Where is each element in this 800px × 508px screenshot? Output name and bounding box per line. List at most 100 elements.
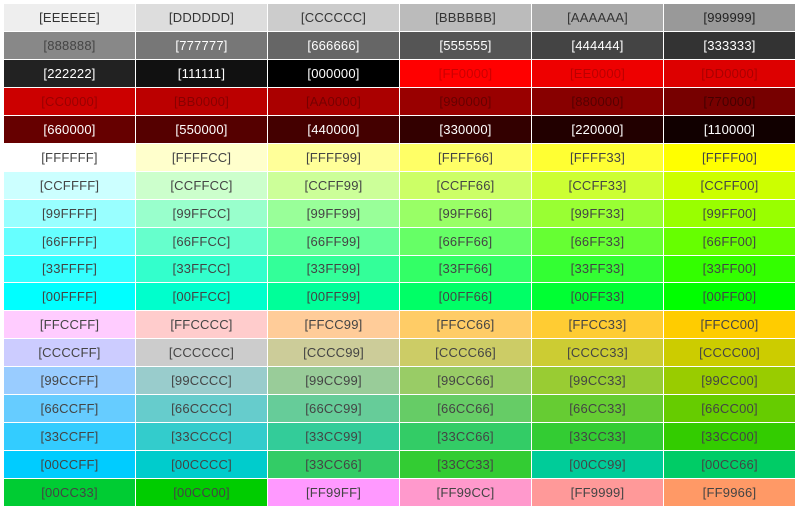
color-swatch: [FFCC99]: [268, 311, 399, 339]
color-swatch: [99CCCC]: [136, 367, 267, 395]
color-swatch: [99FFCC]: [136, 199, 267, 227]
color-swatch: [00CC00]: [136, 479, 267, 506]
color-swatch: [CCCC00]: [664, 339, 795, 367]
color-swatch: [66FF66]: [400, 227, 531, 255]
color-swatch: [FFFFCC]: [136, 143, 267, 171]
color-swatch: [FFFF66]: [400, 143, 531, 171]
color-swatch: [99FF00]: [664, 199, 795, 227]
color-swatch: [DD0000]: [664, 59, 795, 87]
color-swatch: [BB0000]: [136, 87, 267, 115]
color-swatch: [CCFF99]: [268, 171, 399, 199]
color-swatch: [CC0000]: [4, 87, 135, 115]
color-swatch: [660000]: [4, 115, 135, 143]
color-swatch: [FFCC00]: [664, 311, 795, 339]
color-swatch: [888888]: [4, 31, 135, 59]
color-swatch: [33CCFF]: [4, 423, 135, 451]
color-swatch: [333333]: [664, 31, 795, 59]
color-swatch: [66CCFF]: [4, 395, 135, 423]
color-swatch: [111111]: [136, 59, 267, 87]
color-swatch: [33CC00]: [664, 423, 795, 451]
color-swatch: [000000]: [268, 59, 399, 87]
color-swatch: [CCFFCC]: [136, 171, 267, 199]
color-swatch: [777777]: [136, 31, 267, 59]
color-swatch: [FF99CC]: [400, 479, 531, 506]
color-swatch: [00FF99]: [268, 283, 399, 311]
color-swatch: [99CC33]: [532, 367, 663, 395]
color-swatch: [770000]: [664, 87, 795, 115]
color-swatch: [00CCFF]: [4, 451, 135, 479]
color-swatch: [CCCC66]: [400, 339, 531, 367]
color-swatch: [66CC33]: [532, 395, 663, 423]
color-swatch: [AAAAAA]: [532, 4, 663, 31]
color-swatch: [00CC99]: [532, 451, 663, 479]
color-palette-grid: [EEEEEE] [DDDDDD] [CCCCCC] [BBBBBB] [AAAAAA]…: [4, 4, 795, 506]
color-swatch: [AA0000]: [268, 87, 399, 115]
color-swatch: [33CC99]: [268, 423, 399, 451]
color-swatch: [33FF33]: [532, 255, 663, 283]
color-swatch: [00FF33]: [532, 283, 663, 311]
color-swatch: [220000]: [532, 115, 663, 143]
color-swatch: [99CCFF]: [4, 367, 135, 395]
color-swatch: [CCCCCC]: [136, 339, 267, 367]
color-swatch: [33CC33]: [532, 423, 663, 451]
color-swatch: [00FF66]: [400, 283, 531, 311]
color-swatch: [CCCC33]: [532, 339, 663, 367]
color-swatch: [DDDDDD]: [136, 4, 267, 31]
color-swatch: [00FFFF]: [4, 283, 135, 311]
color-swatch: [CCCCFF]: [4, 339, 135, 367]
color-swatch: [99CC00]: [664, 367, 795, 395]
color-swatch: [33FF00]: [664, 255, 795, 283]
color-swatch: [BBBBBB]: [400, 4, 531, 31]
color-swatch: [66FF00]: [664, 227, 795, 255]
color-swatch: [CCCC99]: [268, 339, 399, 367]
color-swatch: [00CC33]: [4, 479, 135, 506]
color-swatch: [444444]: [532, 31, 663, 59]
color-swatch: [FFCCCC]: [136, 311, 267, 339]
color-swatch: [33CC66]: [268, 451, 399, 479]
color-swatch: [880000]: [532, 87, 663, 115]
color-swatch: [110000]: [664, 115, 795, 143]
color-swatch: [66CC99]: [268, 395, 399, 423]
color-swatch: [EE0000]: [532, 59, 663, 87]
color-swatch: [99FFFF]: [4, 199, 135, 227]
color-swatch: [33FFFF]: [4, 255, 135, 283]
color-swatch: [99FF33]: [532, 199, 663, 227]
color-swatch: [CCFF66]: [400, 171, 531, 199]
color-swatch: [FF0000]: [400, 59, 531, 87]
color-swatch: [FFFF33]: [532, 143, 663, 171]
color-swatch: [66CC00]: [664, 395, 795, 423]
color-swatch: [CCCCCC]: [268, 4, 399, 31]
color-swatch: [99FF99]: [268, 199, 399, 227]
color-swatch: [66FF33]: [532, 227, 663, 255]
color-swatch: [CCFFFF]: [4, 171, 135, 199]
color-swatch: [222222]: [4, 59, 135, 87]
color-swatch: [66CC66]: [400, 395, 531, 423]
color-swatch: [33CCCC]: [136, 423, 267, 451]
color-swatch: [EEEEEE]: [4, 4, 135, 31]
color-swatch: [FFCC66]: [400, 311, 531, 339]
color-swatch: [00CC66]: [664, 451, 795, 479]
color-swatch: [33CC33]: [400, 451, 531, 479]
color-swatch: [33FF99]: [268, 255, 399, 283]
color-swatch: [00FF00]: [664, 283, 795, 311]
color-swatch: [FFCC33]: [532, 311, 663, 339]
color-swatch: [33CC66]: [400, 423, 531, 451]
color-swatch: [FFFF99]: [268, 143, 399, 171]
color-swatch: [00FFCC]: [136, 283, 267, 311]
color-swatch: [FFFF00]: [664, 143, 795, 171]
color-swatch: [990000]: [400, 87, 531, 115]
color-swatch: [FF99FF]: [268, 479, 399, 506]
color-swatch: [99CC66]: [400, 367, 531, 395]
color-swatch: [FFFFFF]: [4, 143, 135, 171]
color-swatch: [555555]: [400, 31, 531, 59]
color-swatch: [66FF99]: [268, 227, 399, 255]
color-swatch: [666666]: [268, 31, 399, 59]
color-swatch: [CCFF33]: [532, 171, 663, 199]
color-swatch: [440000]: [268, 115, 399, 143]
color-swatch: [99FF66]: [400, 199, 531, 227]
color-swatch: [FF9999]: [532, 479, 663, 506]
color-swatch: [550000]: [136, 115, 267, 143]
color-swatch: [999999]: [664, 4, 795, 31]
color-swatch: [FF9966]: [664, 479, 795, 506]
color-swatch: [99CC99]: [268, 367, 399, 395]
